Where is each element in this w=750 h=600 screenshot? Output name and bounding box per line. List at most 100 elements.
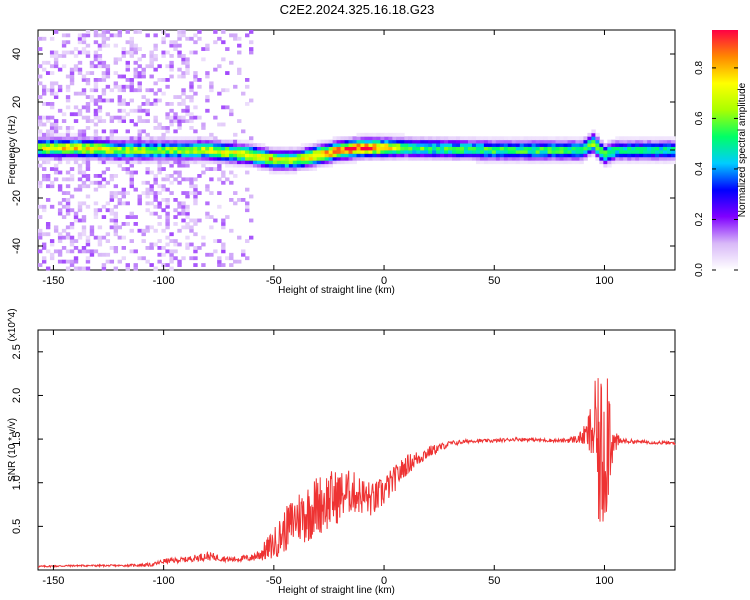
- spectrogram-cell: [292, 146, 298, 151]
- spectrogram-cell: [507, 160, 513, 165]
- spectrogram-cell: [213, 167, 218, 171]
- spectrogram-cell: [400, 150, 405, 154]
- spectrogram-cell: [639, 153, 644, 158]
- spectrogram-cell: [205, 139, 210, 144]
- spectrogram-cell: [153, 81, 158, 86]
- spectrogram-cell: [101, 36, 107, 41]
- spectrogram-cell: [663, 150, 668, 154]
- spectrogram-cell: [587, 136, 592, 141]
- spectrogram-cell: [543, 150, 548, 154]
- spectrogram-cell: [125, 222, 130, 226]
- spectrogram-cell: [221, 156, 226, 161]
- spectrogram-cell: [336, 150, 341, 154]
- spectrogram-cell: [229, 60, 234, 65]
- spectrogram-cell: [141, 256, 146, 261]
- spectrogram-cell: [519, 143, 525, 147]
- spectrogram-cell: [121, 222, 126, 226]
- spectrogram-cell: [173, 150, 178, 154]
- spectrogram-cell: [205, 215, 210, 219]
- spectrogram-cell: [667, 153, 672, 158]
- spectrogram-cell: [475, 139, 481, 144]
- spectrogram-cell: [193, 232, 198, 237]
- spectrogram-cell: [655, 153, 660, 158]
- spectrogram-cell: [61, 215, 67, 219]
- spectrogram-cell: [93, 40, 99, 45]
- spectrogram-cell: [85, 115, 91, 120]
- spectrogram-cell: [356, 136, 361, 141]
- spectrogram-cell: [320, 146, 326, 151]
- spectrogram-cell: [567, 160, 572, 165]
- spectrogram-cell: [396, 156, 401, 161]
- spectrogram-cell: [185, 211, 190, 216]
- spectrogram-cell: [189, 225, 194, 230]
- spectrogram-cell: [189, 156, 194, 161]
- spectrogram-cell: [105, 67, 111, 72]
- spectrogram-cell: [153, 211, 158, 216]
- spectrogram-cell: [587, 150, 592, 154]
- spectrogram-cell: [109, 98, 115, 103]
- spectrogram-cell: [69, 71, 75, 75]
- spectrogram-cell: [57, 132, 63, 137]
- spectrogram-cell: [73, 256, 79, 261]
- spectrogram-cell: [125, 153, 130, 158]
- spectrogram-cell: [89, 64, 95, 69]
- spectrogram-cell: [169, 143, 174, 147]
- spectrogram-cell: [65, 146, 71, 151]
- spectrogram-cell: [249, 50, 254, 55]
- spectrogram-cell: [499, 143, 505, 147]
- spectrogram-cell: [65, 139, 71, 144]
- spectrogram-cell: [471, 139, 477, 144]
- spectrogram-cell: [57, 126, 63, 130]
- spectrogram-cell: [523, 146, 529, 151]
- spectrogram-cell: [73, 64, 79, 69]
- spectrogram-cell: [221, 246, 226, 250]
- spectrogram-cell: [229, 180, 234, 185]
- spectrogram-cell: [57, 211, 63, 216]
- spectrogram-cell: [165, 50, 170, 55]
- spectrogram-cell: [412, 153, 417, 158]
- spectrogram-cell: [61, 191, 67, 195]
- spectrogram-cell: [197, 36, 202, 41]
- spectrogram-cell: [348, 146, 353, 151]
- spectrogram-cell: [97, 47, 103, 51]
- spectrogram-cell: [113, 60, 119, 65]
- spectrogram-cell: [77, 204, 83, 209]
- spectrogram-cell: [475, 156, 481, 161]
- spectrogram-cell: [276, 160, 282, 165]
- spectrogram-cell: [432, 143, 437, 147]
- spectrogram-cell: [360, 139, 365, 144]
- spectrogram-cell: [483, 143, 489, 147]
- spectrogram-cell: [169, 115, 174, 120]
- spectrogram-cell: [49, 139, 55, 144]
- spectrogram-cell: [57, 259, 63, 264]
- spectrogram-cell: [205, 252, 210, 257]
- spectrogram-cell: [101, 146, 107, 151]
- spectrogram-cell: [288, 170, 294, 175]
- spectrogram-cell: [272, 156, 278, 161]
- spectrogram-cell: [607, 156, 612, 161]
- spectrogram-cell: [49, 71, 55, 75]
- spectrogram-cell: [38, 139, 43, 144]
- spectrogram-cell: [304, 150, 310, 154]
- colorbar-tick-label: 0.2: [694, 212, 705, 226]
- spectrogram-cell: [348, 150, 353, 154]
- spectrogram-cell: [117, 108, 123, 113]
- spectrogram-cell: [209, 215, 214, 219]
- spectrogram-cell: [460, 153, 465, 158]
- spectrogram-cell: [611, 146, 616, 151]
- spectrogram-cell: [129, 98, 134, 103]
- spectrogram-cell: [129, 150, 134, 154]
- spectrogram-cell: [396, 146, 401, 151]
- spectrogram-cell: [221, 174, 226, 178]
- spectrogram-cell: [117, 160, 123, 165]
- spectrogram-cell: [205, 201, 210, 206]
- spectrogram-cell: [153, 54, 158, 58]
- spectrogram-cell: [57, 108, 63, 113]
- spectrogram-cell: [503, 150, 509, 154]
- spectrogram-cell: [101, 88, 107, 93]
- spectrogram-cell: [340, 136, 345, 141]
- spectrogram-cell: [392, 143, 397, 147]
- spectrogram-cell: [85, 143, 91, 147]
- spectrogram-cell: [300, 153, 306, 158]
- spectrogram-cell: [157, 122, 162, 127]
